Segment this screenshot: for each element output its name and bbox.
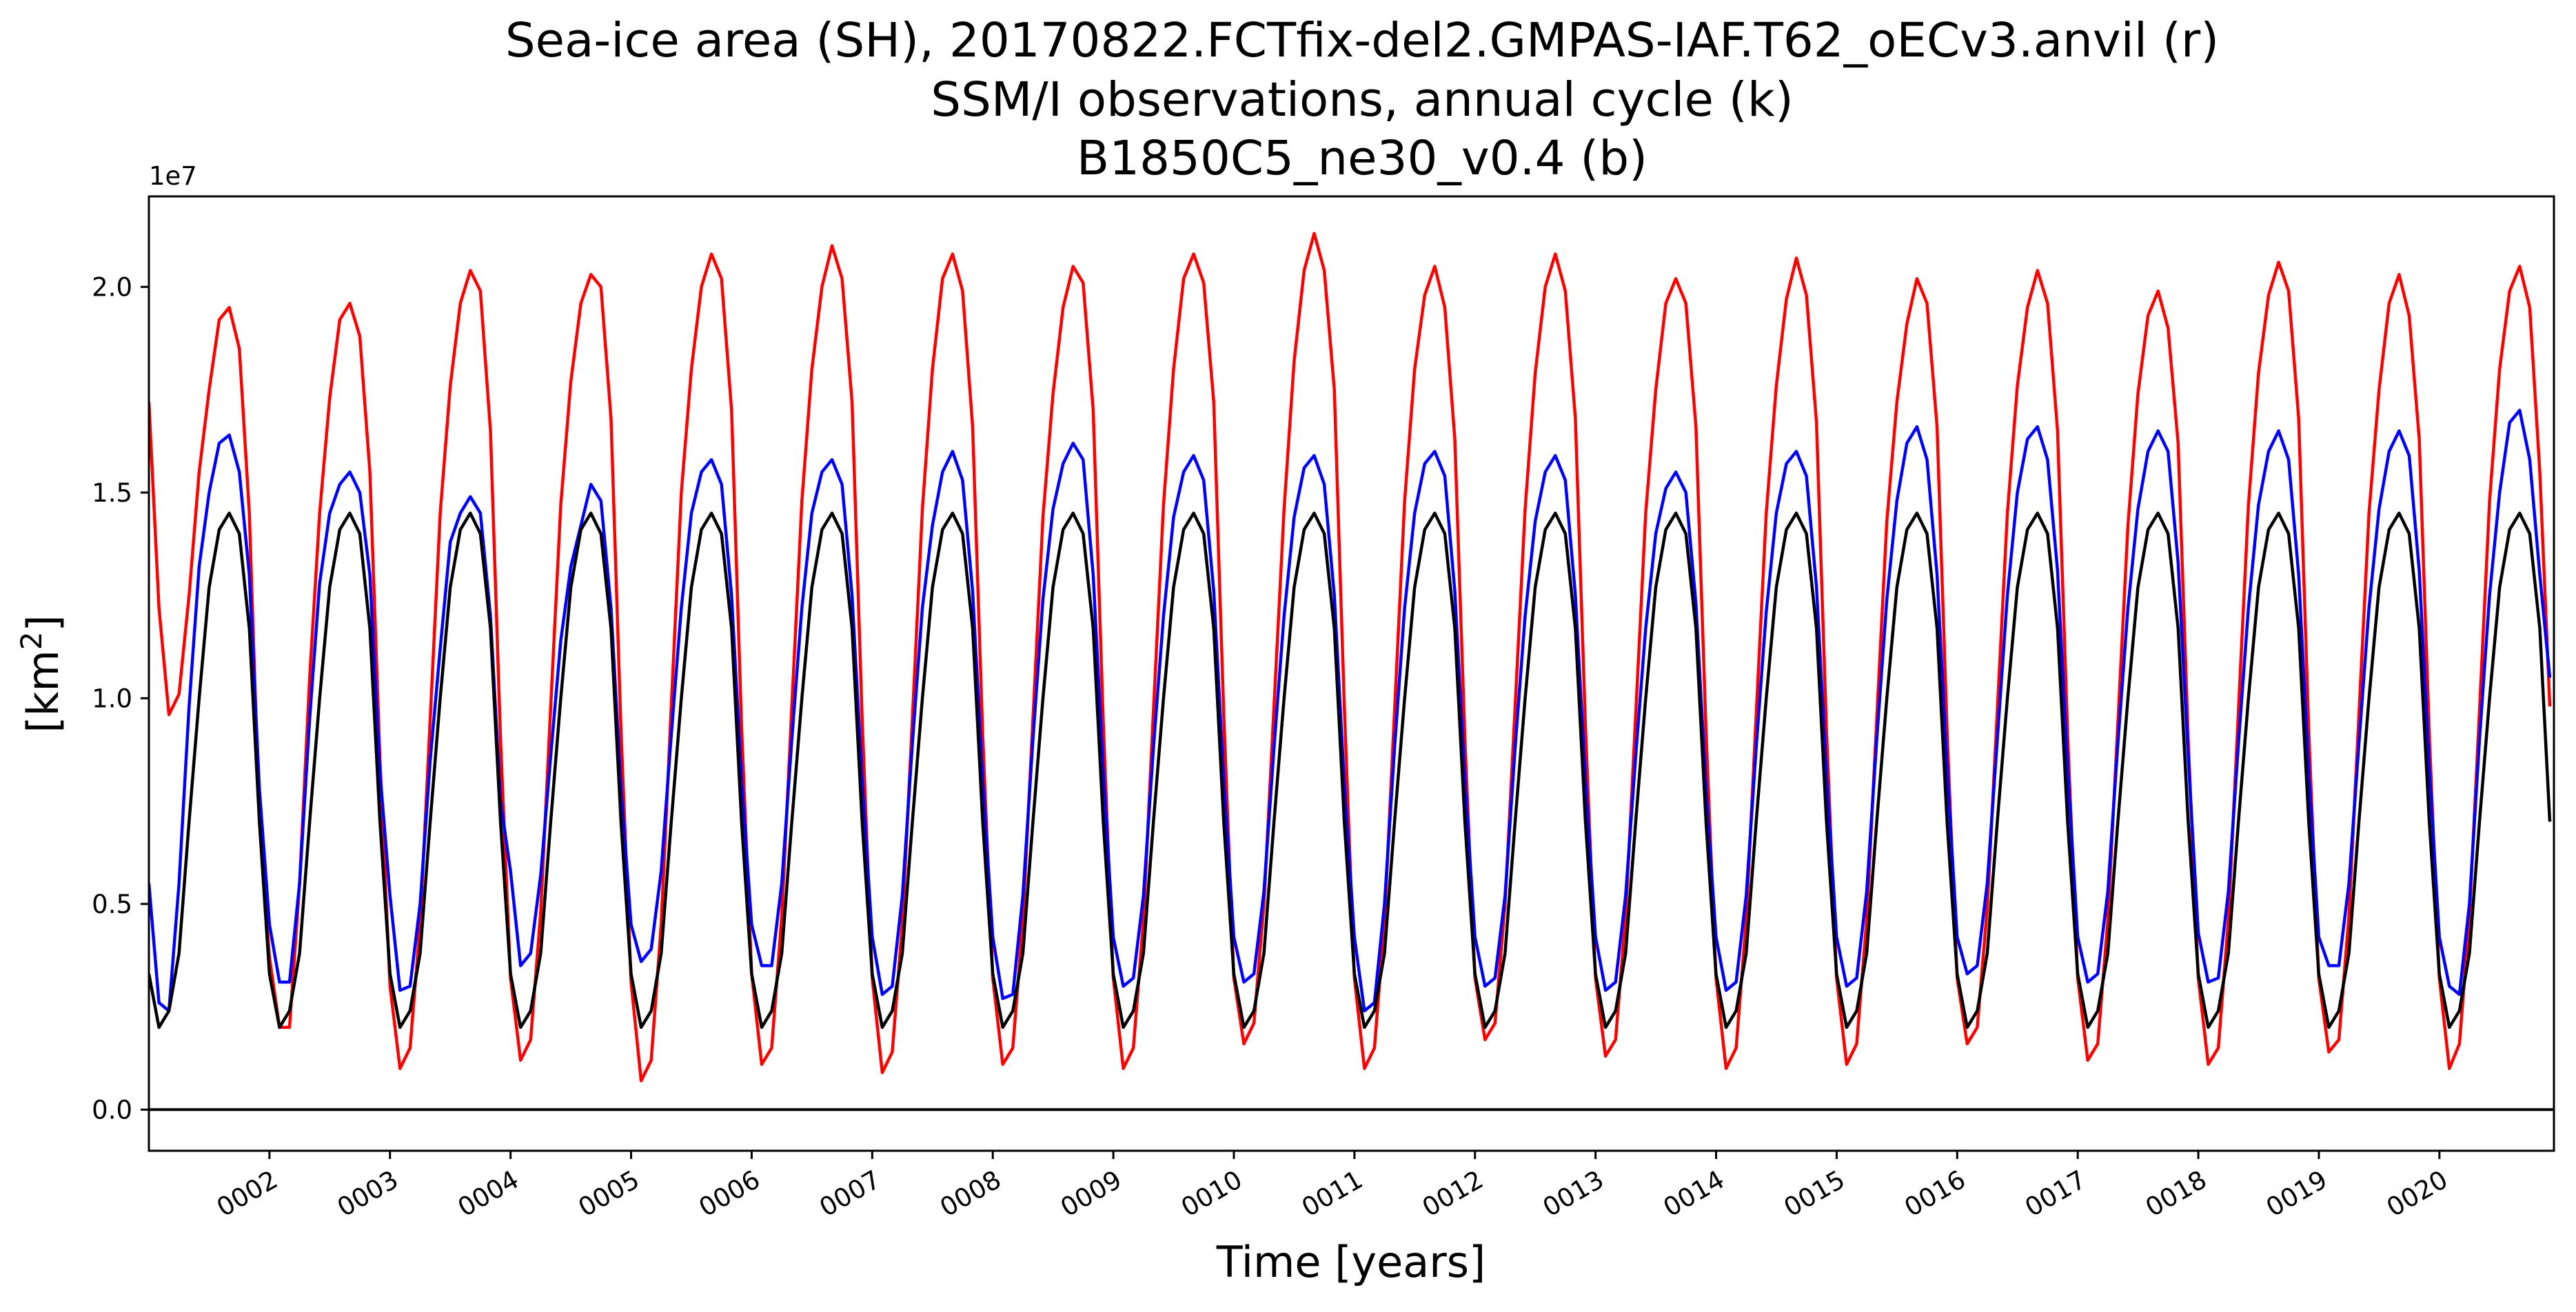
- y-axis-label-base: [km: [18, 650, 68, 733]
- y-axis-label: [km2]: [14, 615, 69, 732]
- y-tick-label: 0.0: [92, 1095, 132, 1125]
- y-tick-label: 0.5: [92, 890, 132, 919]
- y-axis-label-close: ]: [18, 615, 68, 631]
- y-axis-ticks: 0.0 0.5 1.0 1.5 2.0: [92, 272, 149, 1125]
- plot-frame: [148, 195, 2555, 1152]
- title-line-1: Sea-ice area (SH), 20170822.FCTfix-del2.…: [505, 13, 2219, 68]
- x-axis-label: Time [years]: [1216, 1237, 1485, 1287]
- series-line-k: [149, 511, 2552, 1029]
- title-line-2: SSM/I observations, annual cycle (k): [931, 72, 1793, 127]
- series-layer: [149, 232, 2552, 1083]
- title-line-3: B1850C5_ne30_v0.4 (b): [1077, 131, 1647, 186]
- series-line-b: [149, 409, 2552, 1013]
- chart-title: Sea-ice area (SH), 20170822.FCTfix-del2.…: [505, 13, 2219, 186]
- y-axis-label-superscript: 2: [14, 631, 48, 650]
- y-tick-label: 1.0: [92, 684, 132, 713]
- y-offset-label: 1e7: [149, 161, 197, 191]
- y-tick-label: 2.0: [92, 272, 132, 302]
- y-tick-label: 1.5: [92, 478, 132, 508]
